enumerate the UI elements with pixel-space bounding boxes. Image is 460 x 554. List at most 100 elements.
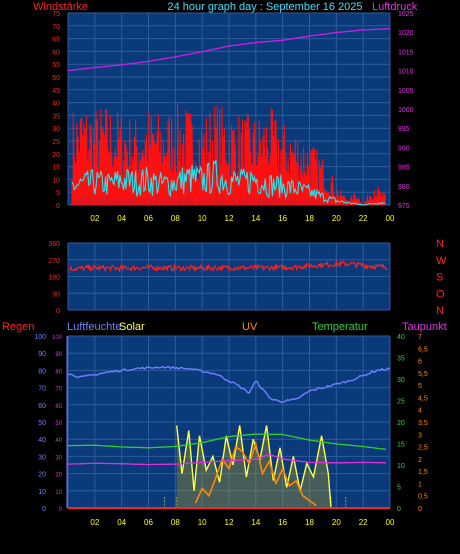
humidity-xtick-06: 06 — [144, 518, 153, 527]
wind-ytick-15: 15 — [52, 165, 60, 172]
wind-xtick-18: 18 — [305, 214, 314, 223]
uv-ytick-9: 4,5 — [418, 395, 428, 402]
wind-axis-title: Windstärke — [33, 1, 88, 13]
pressure-ytick-1005: 1005 — [398, 88, 414, 95]
wind-xtick-02: 02 — [90, 214, 99, 223]
temperature-ytick-30: 30 — [397, 377, 405, 384]
wind-xtick-20: 20 — [332, 214, 341, 223]
wind-speed-series — [71, 159, 386, 206]
wind-xtick-14: 14 — [251, 214, 260, 223]
uv-ytick-14: 7 — [418, 334, 422, 341]
wind-ytick-40: 40 — [52, 101, 60, 108]
rain-ytick-50: 50 — [55, 421, 62, 427]
pressure-ytick-995: 995 — [398, 126, 410, 133]
humidity-xtick-22: 22 — [359, 518, 368, 527]
wind-ytick-5: 5 — [56, 190, 60, 197]
temperature-ytick-0: 0 — [397, 506, 401, 513]
wind-ytick-60: 60 — [52, 49, 60, 56]
wind-ytick-55: 55 — [52, 62, 60, 69]
pressure-ytick-990: 990 — [398, 145, 410, 152]
rain-ytick-0: 0 — [59, 507, 63, 513]
rain-ytick-100: 100 — [52, 335, 63, 341]
pressure-axis-title: Luftdruck — [372, 1, 418, 13]
humidity-ytick-50: 50 — [38, 420, 46, 427]
temperature-series — [68, 433, 387, 451]
wind-ytick-65: 65 — [52, 37, 60, 44]
wind-ytick-10: 10 — [52, 177, 60, 184]
direction-ytick-180: 180 — [48, 275, 60, 282]
humidity-series — [67, 365, 391, 403]
uv-ytick-6: 3 — [418, 432, 422, 439]
wind-ytick-35: 35 — [52, 113, 60, 120]
uv-ytick-11: 5,5 — [418, 371, 428, 378]
temperature-ytick-5: 5 — [397, 485, 401, 492]
dewpoint-label: Taupunkt — [402, 321, 447, 333]
uv-ytick-3: 1,5 — [418, 469, 428, 476]
humidity-ytick-30: 30 — [38, 454, 46, 461]
humidity-ytick-0: 0 — [42, 506, 46, 513]
pressure-ytick-1010: 1010 — [398, 69, 414, 76]
humidity-ytick-90: 90 — [38, 351, 46, 358]
uv-ytick-5: 2,5 — [418, 445, 428, 452]
humidity-xtick-16: 16 — [278, 518, 287, 527]
wind-ytick-30: 30 — [52, 126, 60, 133]
uv-ytick-4: 2 — [418, 457, 422, 464]
humidity-ytick-60: 60 — [38, 403, 46, 410]
uv-ytick-13: 6,5 — [418, 346, 428, 353]
wind-ytick-50: 50 — [52, 75, 60, 82]
humidity-ytick-20: 20 — [38, 472, 46, 479]
humidity-ytick-100: 100 — [34, 334, 46, 341]
uv-ytick-10: 5 — [418, 383, 422, 390]
wind-direction-series — [69, 259, 388, 273]
rain-ytick-10: 10 — [55, 490, 62, 496]
chart-title: 24 hour graph day : September 16 2025 — [167, 1, 362, 13]
rain-ytick-20: 20 — [55, 473, 62, 479]
wind-xtick-04: 04 — [117, 214, 126, 223]
humidity-xtick-10: 10 — [198, 518, 207, 527]
rain-ytick-80: 80 — [55, 369, 62, 375]
humidity-xtick-08: 08 — [171, 518, 180, 527]
direction-ytick-90: 90 — [52, 291, 60, 298]
dewpoint-series — [67, 453, 387, 466]
rain-ytick-70: 70 — [55, 387, 62, 393]
wind-xtick-06: 06 — [144, 214, 153, 223]
humidity-xtick-20: 20 — [332, 518, 341, 527]
humidity-xtick-00: 00 — [386, 518, 395, 527]
wind-ytick-0: 0 — [56, 203, 60, 210]
pressure-ytick-1025: 1025 — [398, 11, 414, 18]
humidity-xtick-12: 12 — [225, 518, 234, 527]
humidity-ytick-10: 10 — [38, 489, 46, 496]
direction-compass-0: N — [436, 238, 444, 250]
temperature-ytick-25: 25 — [397, 399, 405, 406]
uv-ytick-8: 4 — [418, 408, 422, 415]
temperature-ytick-10: 10 — [397, 463, 405, 470]
humidity-label: Luftfeuchte — [67, 321, 121, 333]
uv-ytick-7: 3,5 — [418, 420, 428, 427]
temperature-ytick-15: 15 — [397, 442, 405, 449]
humidity-xtick-02: 02 — [90, 518, 99, 527]
direction-ytick-360: 360 — [48, 241, 60, 248]
uv-ytick-12: 6 — [418, 359, 422, 366]
temperature-ytick-40: 40 — [397, 334, 405, 341]
direction-compass-4: N — [436, 305, 444, 317]
wind-ytick-20: 20 — [52, 152, 60, 159]
humidity-xtick-04: 04 — [117, 518, 126, 527]
humidity-ytick-80: 80 — [38, 368, 46, 375]
wind-xtick-12: 12 — [225, 214, 234, 223]
wind-xtick-00: 00 — [386, 214, 395, 223]
solar-label: Solar — [119, 321, 145, 333]
humidity-ytick-70: 70 — [38, 386, 46, 393]
pressure-ytick-975: 975 — [398, 203, 410, 210]
wind-pressure-panel: 0510152025303540455055606570759759809859… — [52, 11, 413, 223]
rain-ytick-90: 90 — [55, 352, 62, 358]
pressure-ytick-1000: 1000 — [398, 107, 414, 114]
pressure-ytick-1020: 1020 — [398, 30, 414, 37]
wind-xtick-16: 16 — [278, 214, 287, 223]
pressure-ytick-985: 985 — [398, 165, 410, 172]
humidity-xtick-14: 14 — [251, 518, 260, 527]
solar-area — [176, 425, 331, 508]
wind-ytick-45: 45 — [52, 88, 60, 95]
humidity-solar-temperature-panel: 0102030405060708090100010203040506070809… — [34, 334, 428, 527]
